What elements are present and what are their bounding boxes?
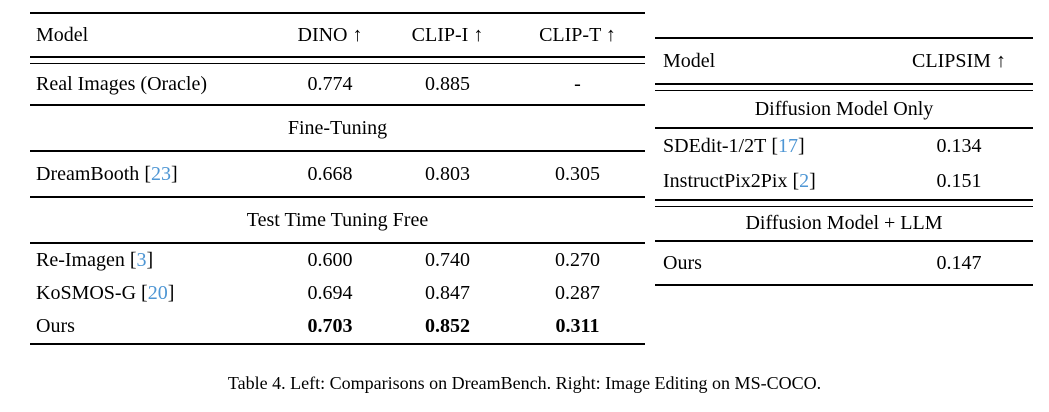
table-rule-top	[30, 12, 645, 14]
table-header-row: Model DINO ↑ CLIP-I ↑ CLIP-T ↑	[30, 14, 645, 56]
clip-i-value: 0.885	[425, 72, 470, 95]
table-rule	[655, 240, 1033, 242]
table-row-ours: Ours 0.147	[655, 242, 1033, 284]
model-name: InstructPix2Pix	[663, 170, 788, 192]
section-header-diffusion-llm: Diffusion Model + LLM	[745, 212, 943, 234]
table-double-rule	[655, 83, 1033, 91]
clip-t-value: 0.270	[555, 249, 600, 271]
col-header-clip-i: CLIP-I ↑	[411, 23, 484, 46]
dino-value: 0.703	[307, 315, 353, 337]
clip-t-value: 0.305	[555, 162, 600, 185]
model-cell: Ours	[36, 315, 75, 337]
cite-bracket-open: [	[129, 249, 137, 271]
col-header-model: Model	[663, 49, 716, 72]
model-cell: Real Images (Oracle)	[36, 72, 208, 95]
model-name: SDEdit-1/2T	[663, 135, 767, 157]
table-row-dreambooth: DreamBooth [23] 0.668 0.803 0.305	[30, 152, 645, 196]
clip-i-value: 0.852	[425, 315, 470, 337]
clip-t-value: 0.287	[555, 282, 600, 304]
col-header-clipsim: CLIPSIM ↑	[912, 49, 1006, 72]
model-name: KoSMOS-G	[36, 282, 137, 304]
table-row-ours: Ours 0.703 0.852 0.311	[30, 310, 645, 343]
dino-value: 0.668	[307, 162, 353, 185]
dino-value: 0.694	[307, 282, 353, 304]
clip-i-value: 0.803	[425, 162, 470, 185]
clipsim-value: 0.134	[936, 135, 982, 157]
table-row-instructpix2pix: InstructPix2Pix [2] 0.151	[655, 164, 1033, 199]
citation-link-2[interactable]: 2	[799, 170, 810, 192]
table-row-reimagen: Re-Imagen [3] 0.600 0.740 0.270	[30, 244, 645, 277]
col-header-clip-t: CLIP-T ↑	[539, 23, 616, 46]
section-header-fine-tuning: Fine-Tuning	[287, 116, 388, 139]
model-cell: DreamBooth [23]	[30, 163, 275, 186]
clip-i-value: 0.740	[425, 249, 470, 271]
cite-bracket-close: ]	[170, 162, 178, 185]
clip-i-value: 0.847	[425, 282, 470, 304]
clip-t-value: 0.311	[555, 315, 600, 337]
cite-bracket-open: [	[141, 282, 148, 304]
model-cell: InstructPix2Pix [2]	[655, 170, 885, 193]
cite-bracket-close: ]	[798, 135, 805, 157]
cite-bracket-close: ]	[167, 282, 175, 304]
citation-link-17[interactable]: 17	[778, 135, 799, 157]
table-caption: Table 4. Left: Comparisons on DreamBench…	[227, 373, 822, 393]
cite-bracket-open: [	[792, 170, 800, 192]
clipsim-value: 0.147	[936, 251, 982, 274]
table-row-kosmos-g: KoSMOS-G [20] 0.694 0.847 0.287	[30, 277, 645, 310]
col-header-model: Model	[36, 23, 89, 46]
col-header-dino: DINO ↑	[297, 23, 363, 46]
table-rule	[30, 242, 645, 244]
model-name: DreamBooth	[36, 162, 140, 185]
model-cell: Re-Imagen [3]	[30, 249, 275, 272]
dreambench-table: Model DINO ↑ CLIP-I ↑ CLIP-T ↑ Real Imag…	[30, 12, 645, 345]
citation-link-3[interactable]: 3	[136, 249, 147, 271]
cite-bracket-open: [	[771, 135, 779, 157]
table-rule-top	[655, 37, 1033, 39]
table-row-oracle: Real Images (Oracle) 0.774 0.885 -	[30, 64, 645, 104]
model-cell: KoSMOS-G [20]	[30, 282, 275, 305]
table-row-sdedit: SDEdit-1/2T [17] 0.134	[655, 129, 1033, 164]
citation-link-23[interactable]: 23	[150, 162, 171, 185]
table-rule	[30, 104, 645, 106]
dino-value: 0.774	[307, 72, 353, 95]
dino-value: 0.600	[307, 249, 353, 271]
table-rule	[655, 127, 1033, 129]
table-rule	[30, 150, 645, 152]
section-header-test-time-tuning-free: Test Time Tuning Free	[246, 208, 429, 231]
table-header-row: Model CLIPSIM ↑	[655, 39, 1033, 83]
model-name: Re-Imagen	[36, 249, 125, 271]
section-header-diffusion-only: Diffusion Model Only	[754, 97, 934, 120]
clip-t-value: -	[574, 72, 581, 95]
clipsim-value: 0.151	[936, 170, 982, 192]
table-rule-bottom	[655, 284, 1033, 286]
cite-bracket-close: ]	[809, 170, 816, 192]
mscoco-editing-table: Model CLIPSIM ↑ Diffusion Model Only SDE…	[655, 37, 1033, 286]
table-rule	[30, 196, 645, 198]
cite-bracket-open: [	[144, 162, 151, 185]
table-double-rule	[30, 56, 645, 64]
model-cell: SDEdit-1/2T [17]	[655, 135, 885, 158]
cite-bracket-close: ]	[146, 249, 154, 271]
citation-link-20[interactable]: 20	[147, 282, 168, 304]
model-cell: Ours	[663, 251, 702, 274]
table-double-rule	[655, 199, 1033, 207]
table-rule-bottom	[30, 343, 645, 345]
